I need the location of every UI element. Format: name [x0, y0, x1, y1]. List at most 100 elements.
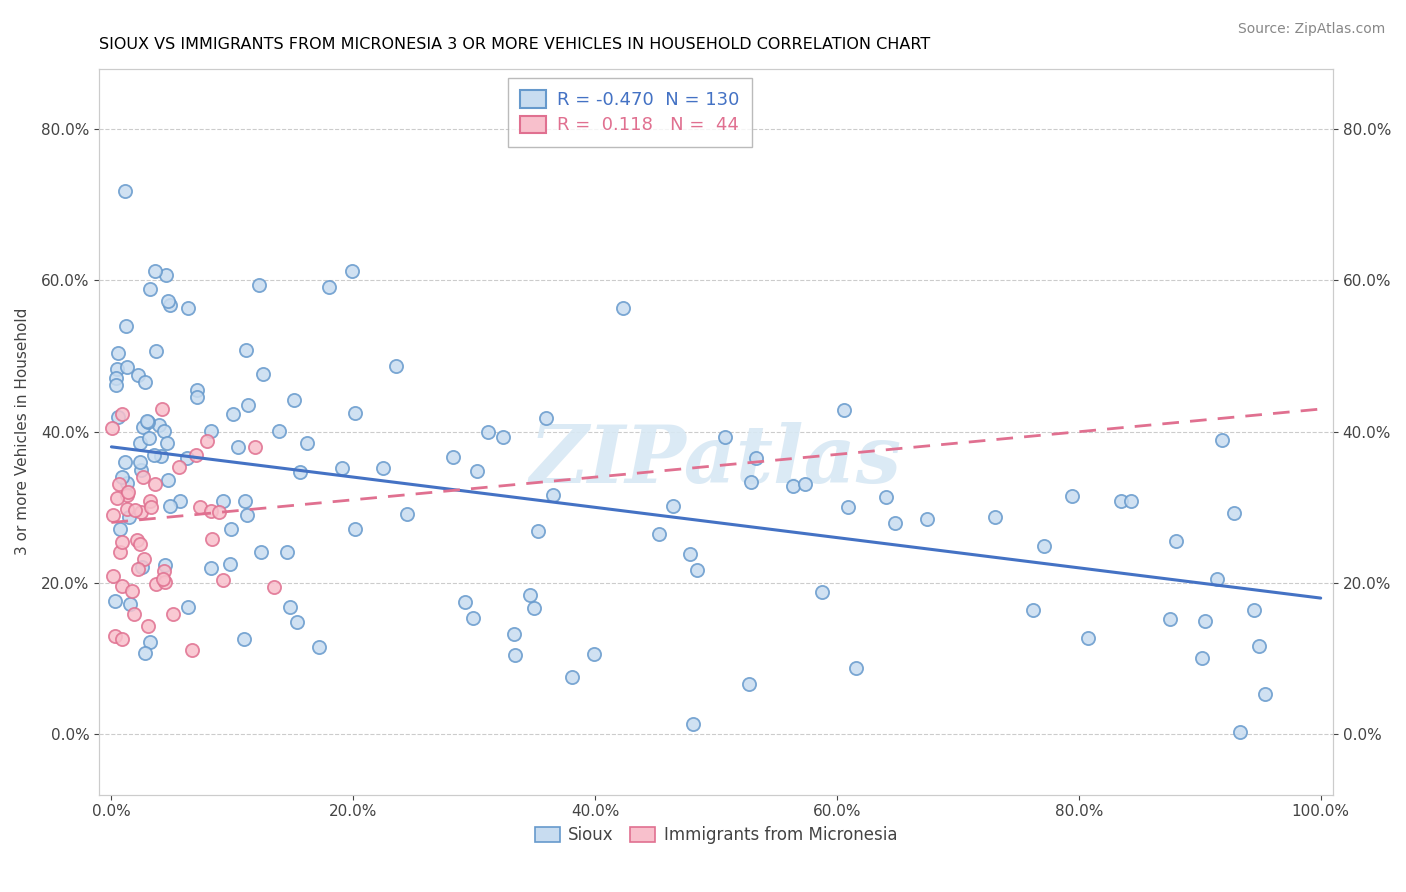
Point: [543, 488, 565, 502]
Point: [138, 493, 160, 508]
Point: [212, 493, 235, 508]
Point: [136, 415, 159, 429]
Point: [186, 390, 208, 404]
Point: [107, 410, 129, 425]
Point: [318, 280, 340, 294]
Point: [117, 501, 139, 516]
Point: [200, 561, 222, 575]
Point: [395, 507, 418, 521]
Point: [134, 375, 156, 389]
Point: [136, 619, 159, 633]
Point: [648, 526, 671, 541]
Legend: Sioux, Immigrants from Micronesia: Sioux, Immigrants from Micronesia: [534, 827, 897, 845]
Point: [200, 504, 222, 518]
Point: [342, 264, 364, 278]
Point: [111, 535, 134, 549]
Point: [218, 557, 240, 571]
Point: [114, 455, 136, 469]
Point: [156, 435, 179, 450]
Point: [104, 629, 127, 643]
Point: [101, 508, 124, 522]
Point: [278, 599, 301, 614]
Point: [117, 476, 139, 491]
Point: [105, 362, 128, 376]
Point: [108, 545, 131, 559]
Point: [1077, 631, 1099, 645]
Point: [162, 607, 184, 621]
Point: [385, 359, 408, 374]
Point: [153, 424, 176, 438]
Point: [832, 403, 855, 417]
Point: [745, 451, 768, 466]
Point: [101, 421, 124, 435]
Point: [155, 268, 177, 282]
Point: [118, 509, 141, 524]
Point: [195, 434, 218, 448]
Point: [1211, 434, 1233, 448]
Point: [115, 360, 138, 375]
Point: [1205, 572, 1227, 586]
Point: [465, 464, 488, 478]
Point: [129, 463, 152, 477]
Point: [219, 522, 242, 536]
Point: [233, 494, 256, 508]
Text: Source: ZipAtlas.com: Source: ZipAtlas.com: [1237, 22, 1385, 37]
Point: [132, 552, 155, 566]
Point: [233, 632, 256, 647]
Point: [149, 449, 172, 463]
Point: [148, 418, 170, 433]
Point: [138, 281, 160, 295]
Point: [136, 414, 159, 428]
Y-axis label: 3 or more Vehicles in Household: 3 or more Vehicles in Household: [15, 308, 30, 556]
Point: [121, 584, 143, 599]
Point: [115, 318, 138, 333]
Point: [1247, 639, 1270, 653]
Point: [811, 584, 834, 599]
Point: [132, 420, 155, 434]
Point: [141, 500, 163, 515]
Point: [111, 632, 134, 646]
Point: [1060, 489, 1083, 503]
Point: [247, 277, 270, 292]
Point: [267, 424, 290, 438]
Point: [169, 460, 191, 475]
Point: [120, 597, 142, 611]
Point: [740, 475, 762, 489]
Point: [285, 615, 308, 630]
Point: [150, 402, 173, 417]
Point: [159, 297, 181, 311]
Point: [157, 294, 180, 309]
Point: [793, 477, 815, 491]
Point: [276, 545, 298, 559]
Point: [582, 647, 605, 661]
Point: [714, 430, 737, 444]
Point: [917, 512, 939, 526]
Point: [527, 524, 550, 538]
Point: [461, 611, 484, 625]
Point: [129, 436, 152, 450]
Point: [661, 499, 683, 513]
Point: [152, 572, 174, 586]
Point: [176, 301, 198, 316]
Point: [127, 533, 149, 547]
Point: [330, 460, 353, 475]
Point: [1223, 507, 1246, 521]
Point: [236, 508, 259, 523]
Point: [122, 607, 145, 622]
Point: [837, 500, 859, 515]
Point: [236, 398, 259, 412]
Point: [153, 558, 176, 572]
Point: [115, 488, 138, 502]
Point: [186, 448, 208, 462]
Point: [111, 470, 134, 484]
Point: [263, 580, 285, 594]
Point: [142, 448, 165, 462]
Point: [343, 406, 366, 420]
Point: [612, 301, 634, 315]
Point: [685, 563, 707, 577]
Point: [188, 500, 211, 514]
Point: [131, 505, 153, 519]
Point: [222, 407, 245, 421]
Point: [127, 562, 149, 576]
Point: [845, 661, 868, 675]
